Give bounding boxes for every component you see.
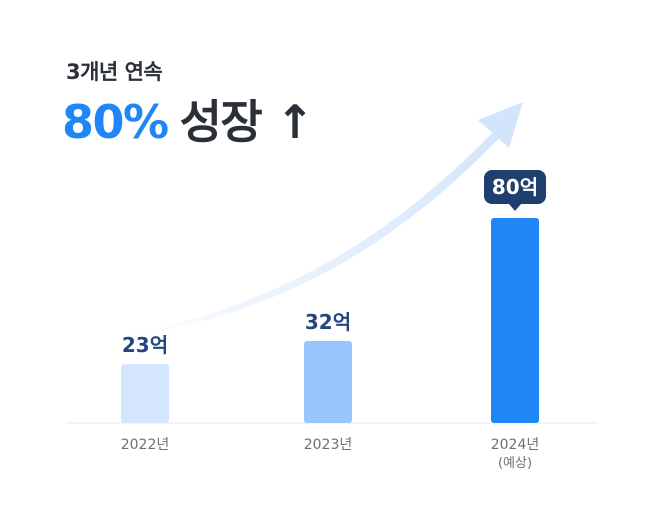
growth-trend-arrow-head bbox=[478, 102, 523, 148]
bar-2 bbox=[491, 218, 539, 423]
growth-text: 성장 ↑ bbox=[179, 95, 315, 149]
x-tick-note-2: (예상) bbox=[498, 456, 532, 471]
value-label-2: 80억 bbox=[492, 175, 538, 199]
x-tick-label-1: 2023년 bbox=[304, 437, 353, 453]
growth-trend-arrow-body bbox=[88, 128, 503, 342]
bar-1 bbox=[304, 341, 352, 423]
value-callout-pointer bbox=[509, 204, 521, 211]
x-tick-label-2: 2024년 bbox=[491, 437, 540, 453]
chart-subtitle: 3개년 연속 bbox=[66, 60, 163, 84]
value-callout-bg bbox=[484, 170, 546, 204]
growth-percent: 80% bbox=[62, 95, 169, 149]
value-label-0: 23억 bbox=[122, 333, 168, 357]
chart-headline: 80% 성장 ↑ bbox=[62, 86, 315, 152]
bar-0 bbox=[121, 364, 169, 423]
x-tick-label-0: 2022년 bbox=[121, 437, 170, 453]
value-label-1: 32억 bbox=[305, 310, 351, 334]
